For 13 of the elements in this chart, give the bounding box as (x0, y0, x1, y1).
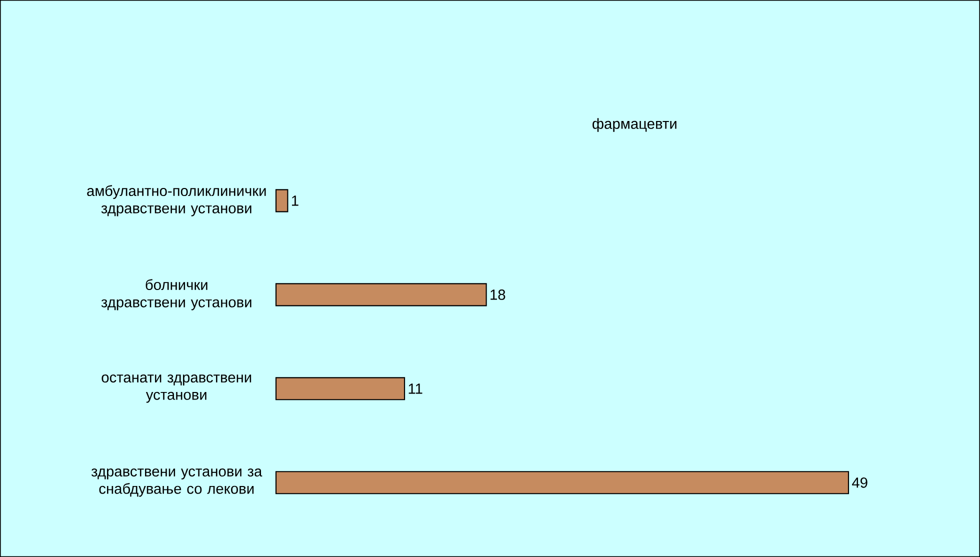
data-label: 18 (490, 290, 506, 300)
bar (275, 377, 406, 400)
y-tick-label: останати здравствени установи (102, 374, 252, 403)
y-tick-label: амбулантно-поликлинички здравствени установи (87, 185, 266, 216)
bar (275, 189, 288, 212)
bar (275, 283, 487, 306)
y-tick-label: здравствени установи за снабдување со лекови (91, 468, 262, 497)
data-label: 11 (408, 384, 422, 394)
data-label: 1 (292, 196, 298, 206)
chart-title: фармацевти (592, 118, 676, 132)
bar (275, 471, 850, 494)
data-label: 49 (852, 477, 868, 488)
y-tick-label: болнички здравствени установи (101, 279, 252, 310)
